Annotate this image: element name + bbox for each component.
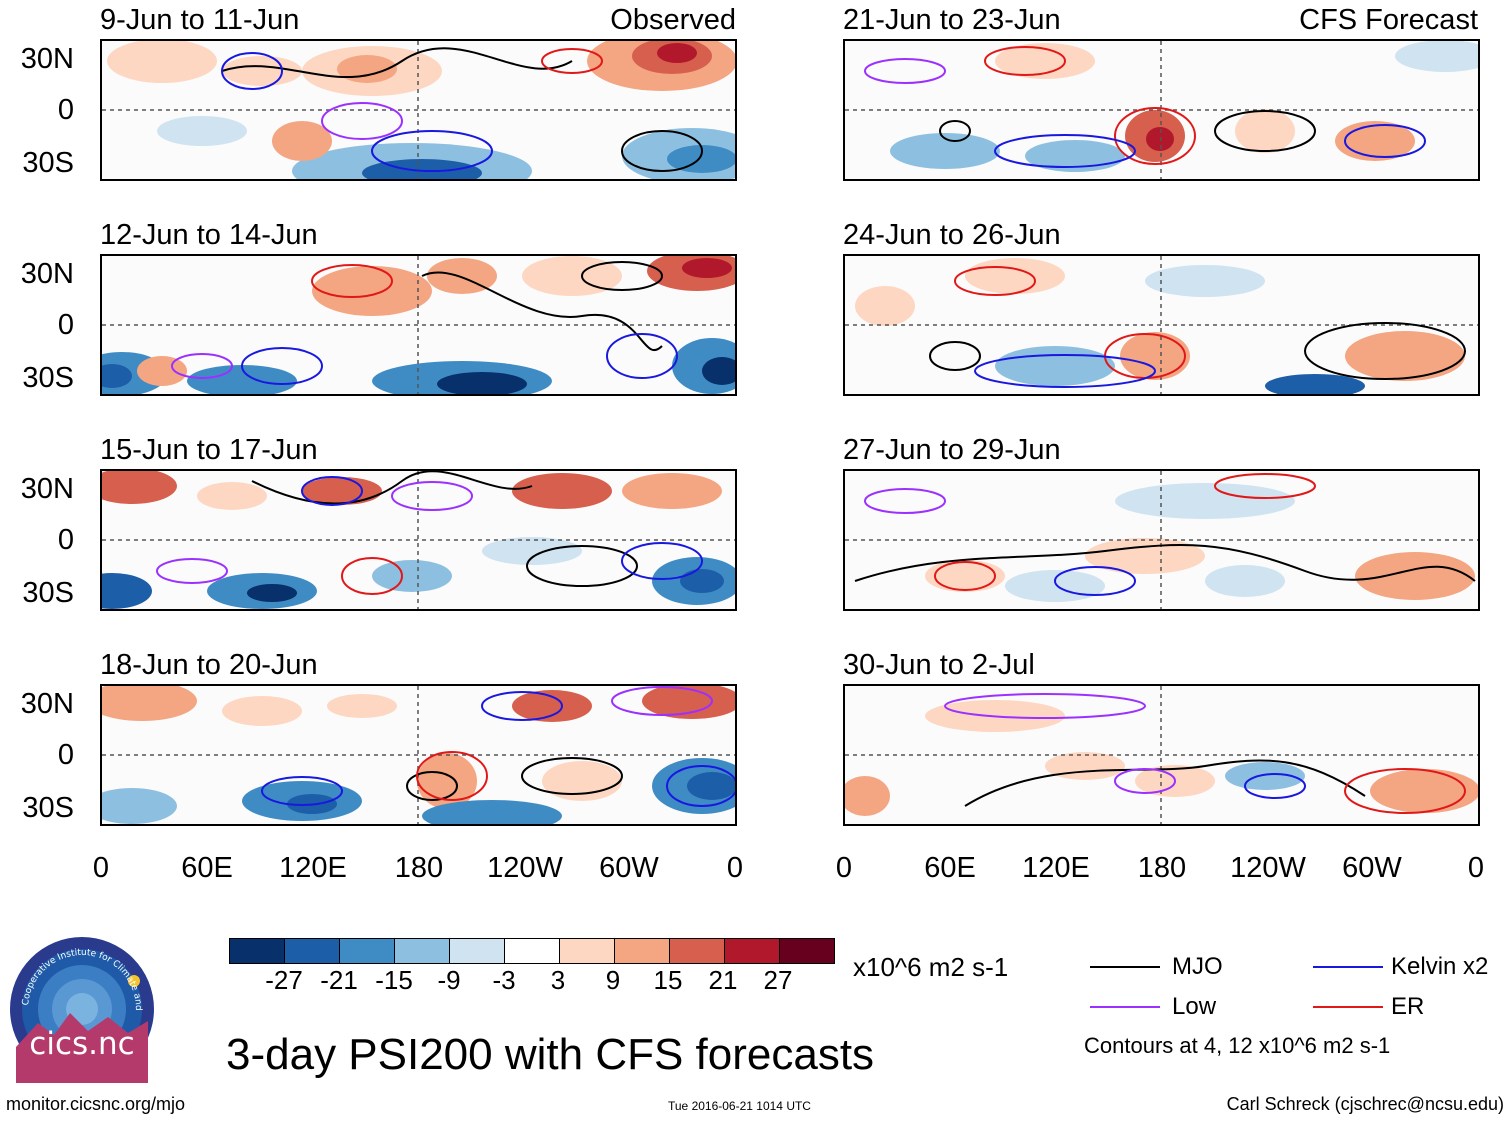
colorbar-bin [449, 939, 504, 963]
figure-title: 3-day PSI200 with CFS forecasts [226, 1030, 875, 1079]
logo-text: cics.nc [29, 1026, 135, 1062]
legend-swatch-er [1313, 1006, 1383, 1008]
lon-label: 0 [1467, 852, 1485, 884]
map-graphic [102, 256, 735, 394]
footer-timestamp: Tue 2016-06-21 1014 UTC [668, 1099, 811, 1113]
lat-label-eq: 0 [57, 309, 74, 341]
lat-label-30s: 30S [22, 147, 74, 179]
legend-label-low: Low [1172, 993, 1217, 1020]
colorbar [229, 938, 835, 964]
logo-graphic: Cooperative Institute for Climate and Sa… [5, 928, 154, 1083]
map-graphic [102, 41, 735, 179]
lon-label: 120W [487, 852, 563, 884]
colorbar-bin [394, 939, 449, 963]
colorbar-bin [559, 939, 614, 963]
lat-label-30n: 30N [20, 258, 74, 290]
lat-label-30s: 30S [22, 577, 74, 609]
footer-author: Carl Schreck (cjschrec@ncsu.edu) [1226, 1094, 1504, 1114]
lat-label-30n: 30N [20, 43, 74, 75]
map-panel-forecast-3 [843, 469, 1480, 611]
lon-label: 120E [279, 852, 347, 884]
colorbar-bin [339, 939, 394, 963]
lat-label-30s: 30S [22, 362, 74, 394]
map-panel-observed-1 [100, 39, 737, 181]
colorbar-bin [669, 939, 724, 963]
panel-date-right-4: 30-Jun to 2-Jul [843, 649, 1035, 681]
map-panel-forecast-1 [843, 39, 1480, 181]
panel-date-left-1: 9-Jun to 11-Jun [100, 4, 300, 36]
panel-date-right-1: 21-Jun to 23-Jun [843, 4, 1061, 36]
cfs-forecast-label: CFS Forecast [1299, 4, 1478, 36]
lat-label-30s: 30S [22, 792, 74, 824]
lat-label-eq: 0 [57, 739, 74, 771]
colorbar-tick: 9 [605, 965, 621, 995]
lon-label: 60E [181, 852, 233, 884]
lon-label: 180 [394, 852, 444, 884]
lon-label: 60W [599, 852, 659, 884]
contour-note: Contours at 4, 12 x10^6 m2 s-1 [1084, 1033, 1391, 1058]
lat-label-30n: 30N [20, 473, 74, 505]
colorbar-bin [779, 939, 834, 963]
lon-label: 180 [1137, 852, 1187, 884]
map-graphic [102, 686, 735, 824]
map-panel-forecast-2 [843, 254, 1480, 396]
footer-url: monitor.cicsnc.org/mjo [6, 1094, 186, 1114]
colorbar-tick: 21 [708, 965, 738, 995]
lat-label-eq: 0 [57, 524, 74, 556]
map-graphic [845, 686, 1478, 824]
colorbar-tick: -9 [437, 965, 461, 995]
legend-swatch-mjo [1090, 966, 1160, 968]
lon-label: 0 [835, 852, 853, 884]
panel-date-left-4: 18-Jun to 20-Jun [100, 649, 318, 681]
legend-label-kelvin: Kelvin x2 [1391, 953, 1489, 980]
colorbar-tick: 15 [653, 965, 683, 995]
map-panel-forecast-4 [843, 684, 1480, 826]
panel-date-left-2: 12-Jun to 14-Jun [100, 219, 318, 251]
lon-label: 60W [1342, 852, 1402, 884]
map-graphic [102, 471, 735, 609]
colorbar-bin [504, 939, 559, 963]
legend-swatch-low [1090, 1006, 1160, 1008]
colorbar-tick: -15 [375, 965, 413, 995]
map-graphic [845, 471, 1478, 609]
colorbar-bin [284, 939, 339, 963]
colorbar-tick: 3 [550, 965, 566, 995]
legend-swatch-kelvin [1313, 966, 1383, 968]
map-panel-observed-3 [100, 469, 737, 611]
lon-label: 0 [92, 852, 110, 884]
colorbar-bin [614, 939, 669, 963]
colorbar-bin [230, 939, 284, 963]
map-graphic [845, 256, 1478, 394]
colorbar-units: x10^6 m2 s-1 [853, 952, 1009, 982]
lat-label-eq: 0 [57, 94, 74, 126]
lon-label: 0 [726, 852, 744, 884]
map-panel-observed-4 [100, 684, 737, 826]
legend-label-mjo: MJO [1172, 953, 1223, 980]
panel-date-left-3: 15-Jun to 17-Jun [100, 434, 318, 466]
colorbar-tick: 27 [763, 965, 793, 995]
lon-label: 60E [924, 852, 976, 884]
colorbar-tick: -3 [492, 965, 516, 995]
colorbar-bin [724, 939, 779, 963]
panel-date-right-2: 24-Jun to 26-Jun [843, 219, 1061, 251]
colorbar-tick: -27 [265, 965, 303, 995]
lat-label-30n: 30N [20, 688, 74, 720]
colorbar-tick: -21 [320, 965, 358, 995]
cics-logo: Cooperative Institute for Climate and Sa… [5, 928, 156, 1083]
map-graphic [845, 41, 1478, 179]
map-panel-observed-2 [100, 254, 737, 396]
observed-label: Observed [610, 4, 736, 36]
lon-label: 120W [1230, 852, 1306, 884]
legend-label-er: ER [1391, 993, 1425, 1020]
panel-date-right-3: 27-Jun to 29-Jun [843, 434, 1061, 466]
lon-label: 120E [1022, 852, 1090, 884]
